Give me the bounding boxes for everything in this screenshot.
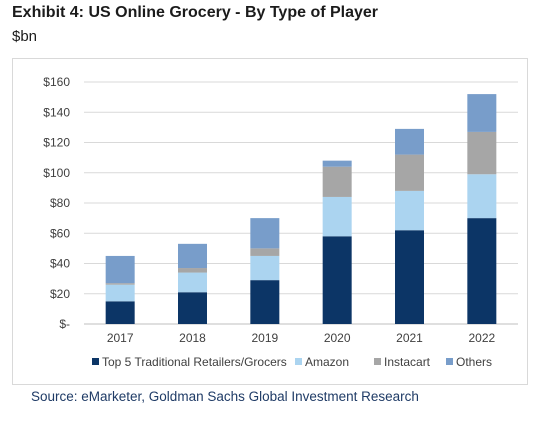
legend-swatch: [374, 358, 381, 365]
chart-title: Exhibit 4: US Online Grocery - By Type o…: [12, 4, 379, 21]
legend-item: Others: [446, 355, 492, 369]
bar-segment-others-2018: [178, 243, 207, 269]
bar-segment-instacart-2020: [322, 166, 352, 197]
y-tick-label: $-: [59, 317, 70, 331]
bar-segment-instacart-2021: [395, 154, 424, 191]
source-note: Source: eMarketer, Goldman Sachs Global …: [31, 389, 419, 404]
bar-segment-others-2019: [250, 218, 280, 249]
y-tick-label: $80: [50, 196, 70, 210]
legend-item: Instacart: [374, 355, 431, 369]
y-tick-label: $160: [43, 75, 70, 89]
bar-segment-amazon-2022: [467, 174, 497, 219]
bar-segment-amazon-2021: [395, 190, 424, 231]
bar-segment-amazon-2018: [178, 272, 207, 293]
y-tick-label: $40: [50, 257, 70, 271]
bar-segment-others-2020: [322, 160, 352, 167]
x-tick-label: 2017: [107, 331, 134, 345]
bar-segment-instacart-2022: [467, 131, 497, 175]
y-tick-label: $20: [50, 287, 70, 301]
legend-swatch: [446, 358, 453, 365]
y-tick-label: $60: [50, 226, 70, 240]
legend-label: Others: [456, 355, 492, 369]
bar-segment-others-2017: [105, 255, 135, 284]
bar-segment-top-5-traditional-retailers-grocers-2021: [395, 230, 424, 324]
y-tick-label: $100: [43, 166, 70, 180]
bar-segment-top-5-traditional-retailers-grocers-2018: [178, 292, 207, 324]
y-tick-label: $120: [43, 136, 70, 150]
bar-segment-instacart-2017: [105, 283, 135, 285]
bar-segment-instacart-2019: [250, 248, 280, 256]
legend-label: Instacart: [384, 355, 431, 369]
bar-segment-top-5-traditional-retailers-grocers-2019: [250, 280, 280, 324]
x-tick-label: 2018: [179, 331, 206, 345]
legend-label: Amazon: [305, 355, 349, 369]
bar-segment-top-5-traditional-retailers-grocers-2022: [467, 218, 497, 324]
chart-unit-label: $bn: [12, 28, 38, 45]
bar-segment-top-5-traditional-retailers-grocers-2017: [105, 301, 135, 324]
x-tick-label: 2020: [324, 331, 351, 345]
x-tick-label: 2019: [251, 331, 278, 345]
bar-segment-amazon-2019: [250, 255, 280, 281]
bar-segment-others-2022: [467, 94, 497, 132]
bar-segment-amazon-2020: [322, 196, 352, 237]
y-tick-label: $140: [43, 105, 70, 119]
bar-segment-amazon-2017: [105, 284, 135, 302]
bar-segment-top-5-traditional-retailers-grocers-2020: [322, 236, 352, 324]
legend-item: Amazon: [295, 355, 349, 369]
bar-segment-instacart-2018: [178, 268, 207, 273]
legend-label: Top 5 Traditional Retailers/Grocers: [102, 355, 287, 369]
chart-frame: [12, 58, 528, 385]
bar-segment-others-2021: [395, 128, 424, 155]
legend-swatch: [295, 358, 302, 365]
legend-item: Top 5 Traditional Retailers/Grocers: [92, 355, 287, 369]
x-tick-label: 2021: [396, 331, 423, 345]
x-tick-label: 2022: [468, 331, 495, 345]
legend-swatch: [92, 358, 99, 365]
